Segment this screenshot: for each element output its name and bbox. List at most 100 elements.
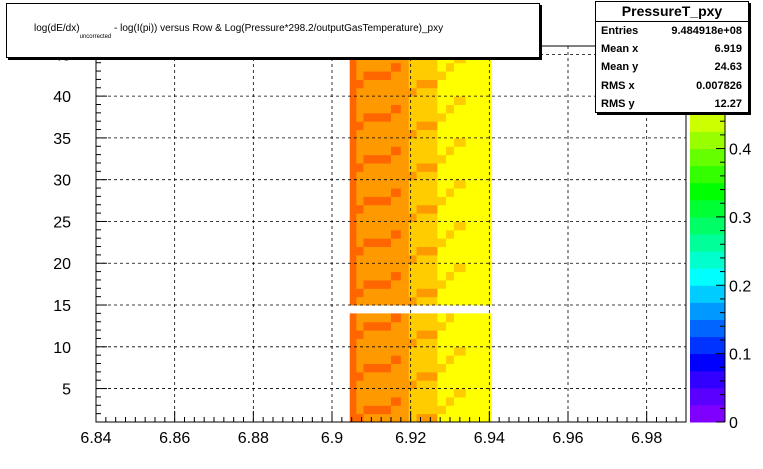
heatmap-cell bbox=[363, 196, 392, 206]
heatmap-cell bbox=[400, 196, 410, 206]
heatmap-cell bbox=[437, 380, 447, 390]
heatmap-cell bbox=[391, 179, 402, 189]
heatmap-cell bbox=[391, 279, 402, 289]
heatmap-cell bbox=[453, 71, 467, 80]
heatmap-cell bbox=[408, 154, 418, 164]
heatmap-cell bbox=[349, 338, 357, 348]
heatmap-cell bbox=[465, 263, 492, 273]
heatmap-cell bbox=[446, 405, 455, 415]
heatmap-cell bbox=[446, 254, 455, 264]
heatmap-cell bbox=[408, 346, 418, 356]
heatmap-cell bbox=[465, 330, 492, 339]
heatmap-cell bbox=[363, 330, 392, 339]
heatmap-cell bbox=[446, 221, 455, 231]
heatmap-cell bbox=[408, 96, 418, 105]
heatmap-cell bbox=[446, 137, 455, 147]
heatmap-cell bbox=[400, 171, 410, 181]
heatmap-cell bbox=[363, 213, 392, 222]
heatmap-cell bbox=[437, 346, 447, 356]
heatmap-cell bbox=[416, 71, 438, 80]
palette-swatch bbox=[690, 404, 725, 423]
heatmap-cell bbox=[408, 179, 418, 189]
heatmap-cell bbox=[349, 296, 357, 306]
heatmap-cell bbox=[453, 388, 467, 398]
heatmap-cell bbox=[437, 271, 447, 281]
heatmap-cell bbox=[363, 271, 392, 281]
heatmap-cell bbox=[453, 54, 467, 64]
heatmap-cell bbox=[356, 96, 364, 105]
heatmap-cell bbox=[416, 413, 438, 423]
heatmap-cell bbox=[437, 238, 447, 248]
heatmap-cell bbox=[453, 121, 467, 131]
y-tick-label: 30 bbox=[53, 173, 71, 190]
heatmap-cell bbox=[453, 238, 467, 248]
heatmap-cell bbox=[400, 213, 410, 222]
heatmap-cell bbox=[408, 246, 418, 256]
heatmap-cell bbox=[363, 71, 392, 80]
heatmap-cell bbox=[400, 137, 410, 147]
heatmap-cell bbox=[400, 204, 410, 214]
heatmap-cell bbox=[446, 171, 455, 181]
heatmap-cell bbox=[356, 104, 364, 114]
heatmap-cell bbox=[465, 238, 492, 248]
heatmap-cell bbox=[465, 146, 492, 156]
heatmap-cell bbox=[391, 204, 402, 214]
heatmap-cell bbox=[437, 112, 447, 122]
heatmap-cell bbox=[356, 380, 364, 390]
title-box: log(dE/dx)uncorrected - log(I(pi)) versu… bbox=[6, 3, 540, 58]
heatmap-cell bbox=[349, 288, 357, 298]
heatmap-cell bbox=[349, 213, 357, 222]
heatmap-cell bbox=[363, 137, 392, 147]
heatmap-cell bbox=[356, 254, 364, 264]
heatmap-cell bbox=[437, 246, 447, 256]
heatmap-cell bbox=[465, 254, 492, 264]
heatmap-cell bbox=[465, 129, 492, 139]
heatmap-cells bbox=[349, 46, 492, 423]
heatmap-cell bbox=[416, 54, 438, 64]
heatmap-cell bbox=[437, 154, 447, 164]
heatmap-cell bbox=[349, 388, 357, 398]
stats-value: 6.919 bbox=[714, 43, 742, 56]
heatmap-cell bbox=[363, 396, 392, 406]
heatmap-cell bbox=[437, 388, 447, 398]
heatmap-cell bbox=[446, 238, 455, 248]
heatmap-cell bbox=[453, 188, 467, 197]
heatmap-cell bbox=[400, 279, 410, 289]
heatmap-cell bbox=[465, 279, 492, 289]
heatmap-cell bbox=[400, 62, 410, 72]
heatmap-cell bbox=[416, 196, 438, 206]
heatmap-cell bbox=[391, 346, 402, 356]
heatmap-cell bbox=[408, 363, 418, 373]
heatmap-cell bbox=[356, 188, 364, 197]
heatmap-cell bbox=[349, 346, 357, 356]
heatmap-cell bbox=[400, 338, 410, 348]
heatmap-cell bbox=[416, 396, 438, 406]
heatmap-cell bbox=[391, 154, 402, 164]
heatmap-cell bbox=[363, 96, 392, 105]
heatmap-cell bbox=[437, 338, 447, 348]
heatmap-cell bbox=[363, 313, 392, 323]
heatmap-cell bbox=[446, 87, 455, 97]
heatmap-cell bbox=[408, 321, 418, 331]
stats-row-mean-x: Mean x 6.919 bbox=[596, 40, 748, 58]
heatmap-cell bbox=[391, 79, 402, 89]
heatmap-cell bbox=[408, 188, 418, 197]
heatmap-cell bbox=[416, 279, 438, 289]
heatmap-cell bbox=[416, 263, 438, 273]
heatmap-cell bbox=[453, 338, 467, 348]
heatmap-cell bbox=[446, 363, 455, 373]
stats-row-mean-y: Mean y 24.63 bbox=[596, 58, 748, 76]
heatmap-cell bbox=[356, 313, 364, 323]
heatmap-cell bbox=[446, 188, 455, 197]
heatmap-cell bbox=[465, 213, 492, 222]
heatmap-cell bbox=[408, 229, 418, 239]
heatmap-cell bbox=[363, 188, 392, 197]
heatmap-cell bbox=[416, 221, 438, 231]
heatmap-cell bbox=[416, 179, 438, 189]
palette-swatch bbox=[690, 182, 725, 201]
heatmap-cell bbox=[437, 62, 447, 72]
heatmap-cell bbox=[437, 71, 447, 80]
heatmap-cell bbox=[453, 246, 467, 256]
heatmap-cell bbox=[437, 413, 447, 423]
heatmap-cell bbox=[349, 396, 357, 406]
